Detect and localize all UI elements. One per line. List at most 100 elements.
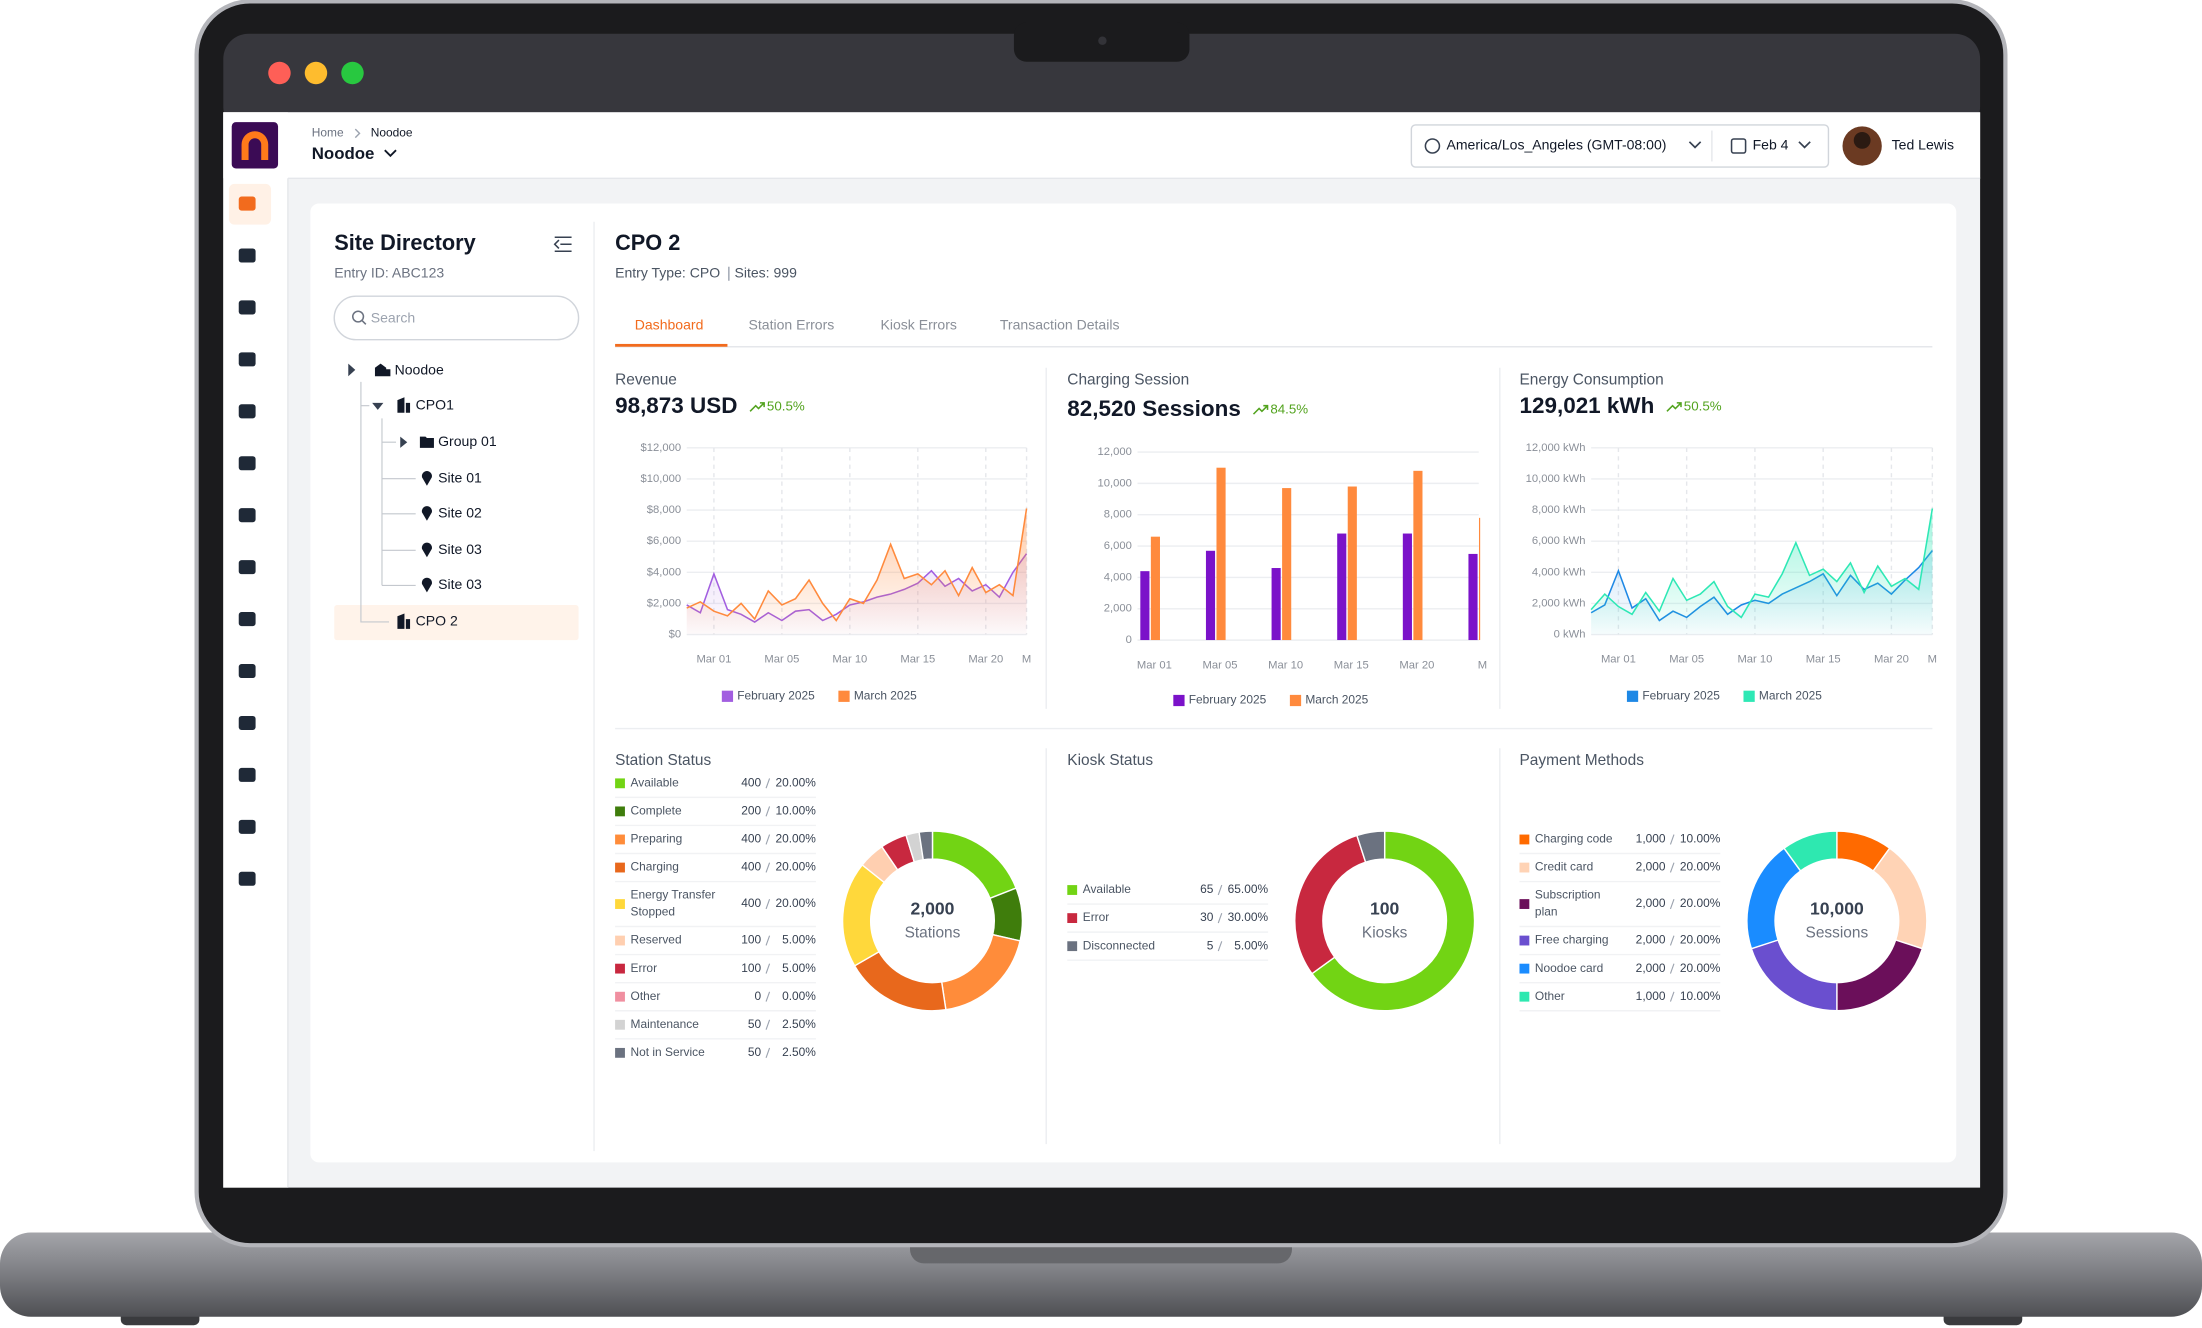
chart-title: Kiosk Status xyxy=(1067,752,1153,769)
breadcrumb-home[interactable]: Home xyxy=(312,126,344,140)
y-tick-label: $8,000 xyxy=(647,504,681,516)
logo[interactable] xyxy=(231,122,279,169)
kpi-change: 50.5% xyxy=(1684,399,1722,414)
nav-icons xyxy=(238,196,256,886)
y-tick-label: 10,000 kWh xyxy=(1526,473,1586,485)
y-tick-label: 4,000 kWh xyxy=(1532,566,1586,578)
kpi-total: 98,873 USD xyxy=(615,393,737,418)
tree-node[interactable]: CPO 2 xyxy=(416,613,458,629)
legend-count: 50 xyxy=(748,1017,762,1031)
bar xyxy=(1150,536,1160,641)
nav-icon[interactable] xyxy=(238,819,256,834)
search-placeholder: Search xyxy=(371,309,415,325)
y-tick-label: $10,000 xyxy=(641,473,682,485)
tab[interactable]: Transaction Details xyxy=(1000,316,1120,332)
timezone-select[interactable]: America/Los_Angeles (GMT-08:00) xyxy=(1446,137,1666,153)
y-tick-label: 8,000 xyxy=(1104,509,1132,521)
bar xyxy=(1216,467,1226,641)
legend-label: Maintenance xyxy=(631,1017,700,1031)
nav-icon[interactable] xyxy=(238,248,256,263)
donut-unit: Sessions xyxy=(1806,925,1869,942)
legend-label: Error xyxy=(1083,910,1110,924)
tree-node[interactable]: Site 01 xyxy=(438,469,482,485)
donut-segment xyxy=(1356,830,1386,864)
bar xyxy=(1205,550,1216,641)
nav-icon[interactable] xyxy=(238,196,256,211)
tree-node[interactable]: Site 03 xyxy=(438,576,482,592)
tab[interactable]: Kiosk Errors xyxy=(881,316,957,332)
x-tick-label: Mar 10 xyxy=(1268,659,1303,671)
legend-label: Not in Service xyxy=(631,1045,706,1059)
x-tick-label: Mar 01 xyxy=(696,654,731,666)
x-tick-label: M xyxy=(1022,654,1031,666)
search-icon xyxy=(351,310,365,323)
legend-label: Credit card xyxy=(1535,860,1593,874)
legend-percent: 5.00% xyxy=(1234,938,1268,952)
legend-percent: 20.00% xyxy=(775,860,816,874)
x-tick-label: Mar 10 xyxy=(1737,654,1772,666)
legend-swatch xyxy=(1289,694,1302,707)
minimize-button[interactable] xyxy=(304,61,328,85)
tree-node[interactable]: Group 01 xyxy=(438,433,497,449)
chart-title: Charging Session xyxy=(1067,372,1189,389)
tree-node[interactable]: CPO1 xyxy=(416,396,454,412)
nav-icon[interactable] xyxy=(238,352,256,367)
y-tick-label: 6,000 xyxy=(1104,540,1132,552)
tree-node[interactable]: Noodoe xyxy=(395,361,444,377)
legend-label: March 2025 xyxy=(1305,693,1368,707)
site-count: Sites: 999 xyxy=(734,264,797,280)
tab[interactable]: Station Errors xyxy=(749,316,835,332)
nav-icon[interactable] xyxy=(238,404,256,419)
legend-label: Complete xyxy=(631,804,682,818)
nav-icon[interactable] xyxy=(238,300,256,315)
user-name[interactable]: Ted Lewis xyxy=(1892,137,1954,153)
timezone-dropdown-icon[interactable] xyxy=(1688,141,1702,149)
chart-title: Station Status xyxy=(615,752,711,769)
legend-count: 400 xyxy=(741,860,761,874)
tree-caret[interactable] xyxy=(372,402,384,410)
legend-swatch xyxy=(615,1019,625,1030)
nav-icon[interactable] xyxy=(238,508,256,523)
legend-label: Charging code xyxy=(1535,832,1613,846)
donut-total: 100 xyxy=(1370,898,1400,918)
nav-icon[interactable] xyxy=(238,715,256,730)
tab[interactable]: Dashboard xyxy=(635,316,704,332)
tree-caret[interactable] xyxy=(348,363,356,377)
date-dropdown-icon[interactable] xyxy=(1798,141,1811,149)
org-dropdown-icon[interactable] xyxy=(384,149,397,158)
legend-count: 5 xyxy=(1207,938,1214,952)
nav-icon[interactable] xyxy=(238,871,256,886)
legend-slash xyxy=(1217,912,1223,924)
collapse-icon[interactable] xyxy=(553,236,572,253)
legend-label: Other xyxy=(631,989,661,1003)
tree-caret[interactable] xyxy=(400,436,408,448)
y-tick-label: 0 xyxy=(1126,634,1132,646)
legend-label: Available xyxy=(631,775,680,789)
search-box[interactable] xyxy=(333,295,580,341)
date-select[interactable]: Feb 4 xyxy=(1753,137,1789,153)
legend-slash xyxy=(765,834,771,845)
nav-icon[interactable] xyxy=(238,560,256,575)
legend-label: March 2025 xyxy=(854,688,917,702)
legend-percent: 20.00% xyxy=(1680,933,1721,947)
nav-icon[interactable] xyxy=(238,767,256,782)
x-tick-label: Mar 15 xyxy=(900,654,935,666)
tree-node[interactable]: Site 02 xyxy=(438,504,482,520)
nav-icon[interactable] xyxy=(238,456,256,471)
legend-swatch xyxy=(1067,941,1078,952)
tree-node[interactable]: Site 03 xyxy=(438,541,482,557)
x-tick-label: Mar 20 xyxy=(968,654,1003,666)
legend-count: 200 xyxy=(741,804,761,818)
x-tick-label: Mar 20 xyxy=(1399,659,1434,671)
org-title[interactable]: Noodoe xyxy=(312,144,375,163)
legend-percent: 2.50% xyxy=(782,1045,816,1059)
nav-icon[interactable] xyxy=(238,612,256,627)
legend-swatch xyxy=(1626,690,1639,702)
nav-icon[interactable] xyxy=(238,664,256,679)
legend-swatch xyxy=(1067,885,1078,895)
legend-label: Noodoe card xyxy=(1535,961,1603,975)
zoom-button[interactable] xyxy=(341,61,364,85)
close-button[interactable] xyxy=(268,61,291,85)
chart-title: Payment Methods xyxy=(1519,752,1644,769)
legend-percent: 5.00% xyxy=(782,961,816,975)
